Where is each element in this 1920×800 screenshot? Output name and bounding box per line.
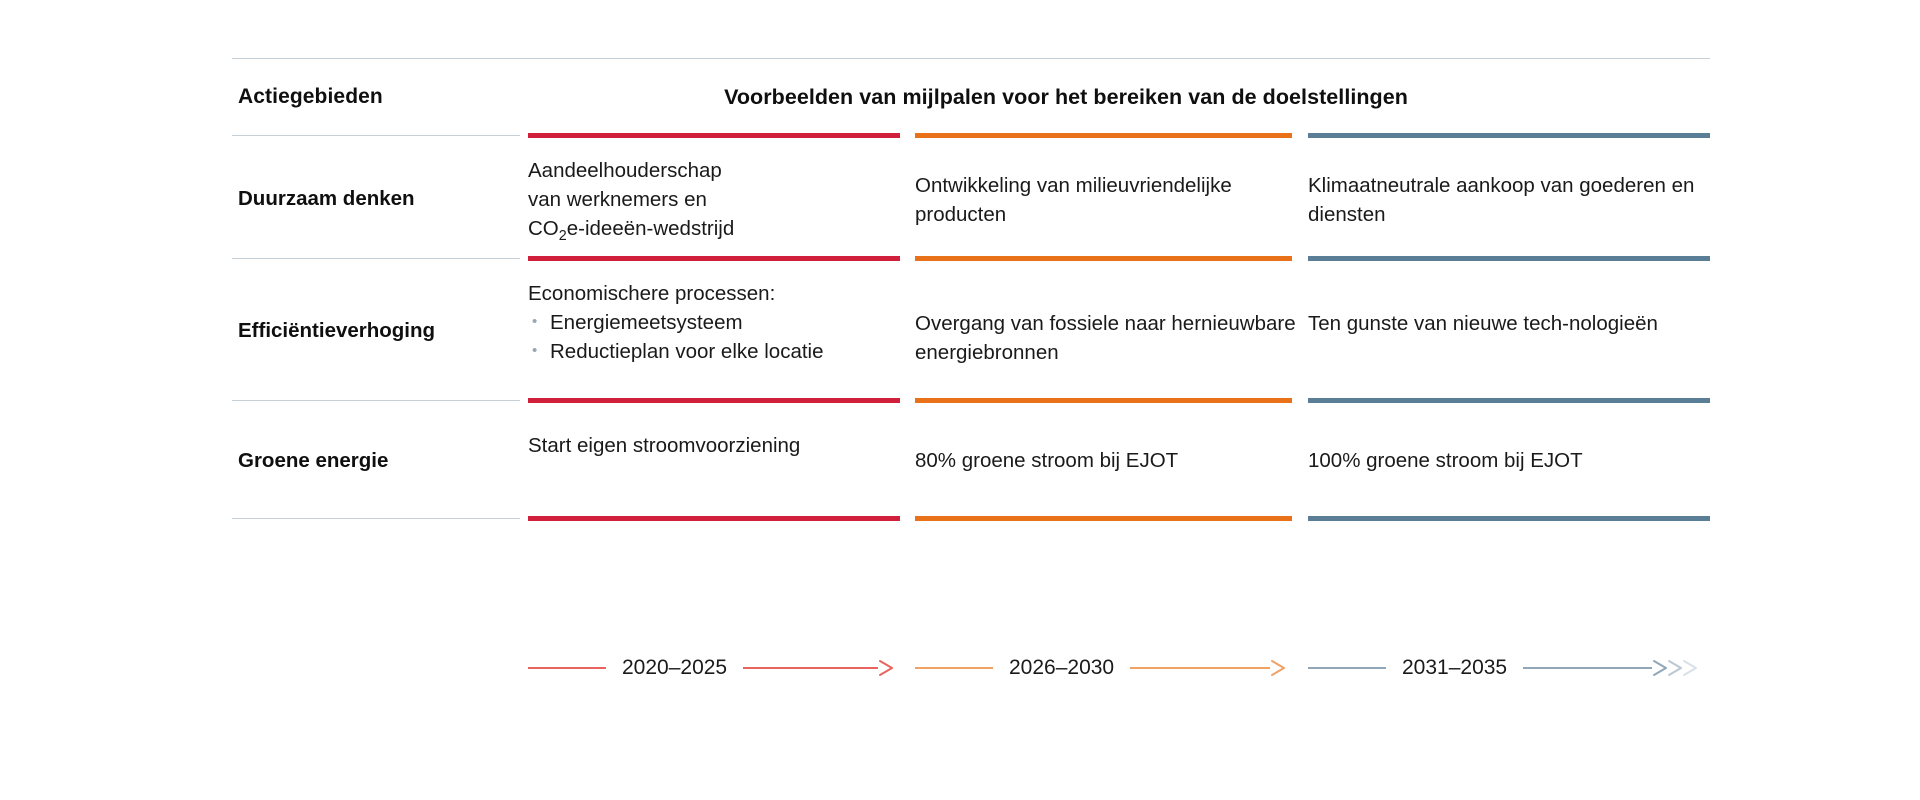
timeline-lead-line-2	[915, 667, 993, 669]
phase-bar-2-row2	[915, 256, 1292, 261]
phase-bar-1-row3	[528, 398, 900, 403]
co2-subscript: 2	[558, 228, 567, 245]
timeline-trail-line-2	[1130, 667, 1270, 669]
bullet-list: Energiemeetsysteem Reductieplan voor elk…	[528, 307, 900, 366]
table-top-rule	[232, 58, 1710, 59]
phase-bar-1-row4	[528, 516, 900, 521]
timeline-label-2: 2026–2030	[1009, 656, 1115, 679]
rule-strip-2	[232, 256, 1710, 261]
cell-row2-phase1: Economischere processen: Energiemeetsyst…	[528, 279, 900, 366]
cell-row1-phase2: Ontwikkeling van milieuvriendelijke prod…	[915, 174, 1232, 226]
cell-row1-phase1: Aandeelhouderschap van werknemers en CO2…	[528, 156, 900, 243]
phase-bar-1-row1	[528, 133, 900, 138]
rule-grey-3	[232, 400, 520, 401]
chevron-fade-icon-3	[1653, 660, 1697, 676]
cell-row2-phase2: Overgang van fossiele naar hernieuwbare …	[915, 312, 1296, 364]
header-label-actiegebieden: Actiegebieden	[238, 85, 383, 108]
cell-row2-phase3: Ten gunste van nieuwe tech-nologieën	[1308, 312, 1658, 335]
rule-grey-2	[232, 258, 520, 259]
cell-line: Aandeelhouderschap	[528, 159, 722, 182]
phase-bar-3-row1	[1308, 133, 1710, 138]
cell-row3-phase3: 100% groene stroom bij EJOT	[1308, 449, 1583, 472]
phase-bar-1-row2	[528, 256, 900, 261]
cell-line-co2: CO2e-ideeën-wedstrijd	[528, 214, 900, 243]
co2-suffix: e-ideeën-wedstrijd	[566, 217, 735, 240]
timeline-lead-line-3	[1308, 667, 1386, 669]
table-row: Efficiëntieverhoging Economischere proce…	[232, 261, 1710, 398]
rule-strip-4	[232, 516, 1710, 521]
phase-bar-2-row3	[915, 398, 1292, 403]
timeline-segment-3: 2031–2035	[1308, 648, 1710, 688]
phase-bar-3-row2	[1308, 256, 1710, 261]
list-item: Reductieplan voor elke locatie	[528, 336, 900, 366]
row-label-efficientieverhoging: Efficiëntieverhoging	[238, 319, 436, 342]
timeline-segment-2: 2026–2030	[915, 648, 1292, 688]
phase-bar-2-row4	[915, 516, 1292, 521]
timeline-legend: 2020–2025 2026–2030 2031–2035	[232, 648, 1710, 688]
row-label-groene-energie: Groene energie	[238, 449, 389, 472]
roadmap-table: Actiegebieden Voorbeelden van mijlpalen …	[232, 58, 1710, 521]
rule-grey-4	[232, 518, 520, 519]
table-row: Duurzaam denken Aandeelhouderschap van w…	[232, 138, 1710, 256]
arrow-head-icon-2	[1271, 660, 1285, 676]
cell-line: van werknemers en	[528, 188, 707, 211]
timeline-trail-line-3	[1523, 667, 1652, 669]
cell-row3-phase1: Start eigen stroomvoorziening	[528, 434, 801, 457]
arrow-head-icon-1	[879, 660, 893, 676]
phase-bar-3-row3	[1308, 398, 1710, 403]
co2-prefix: CO	[528, 217, 559, 240]
rule-strip-1	[232, 133, 1710, 138]
table-header-row: Actiegebieden Voorbeelden van mijlpalen …	[232, 59, 1710, 133]
row-label-duurzaam-denken: Duurzaam denken	[238, 187, 415, 210]
phase-bar-2-row1	[915, 133, 1292, 138]
list-item: Energiemeetsysteem	[528, 307, 900, 337]
phase-bar-3-row4	[1308, 516, 1710, 521]
cell-row1-phase3: Klimaatneutrale aankoop van goederen en …	[1308, 174, 1695, 226]
rule-grey-1	[232, 135, 520, 136]
timeline-segment-1: 2020–2025	[528, 648, 900, 688]
timeline-label-3: 2031–2035	[1402, 656, 1508, 679]
header-title-milestones: Voorbeelden van mijlpalen voor het berei…	[724, 85, 1408, 109]
rule-strip-3	[232, 398, 1710, 403]
cell-row3-phase2: 80% groene stroom bij EJOT	[915, 449, 1179, 472]
table-row: Groene energie Start eigen stroomvoorzie…	[232, 403, 1710, 516]
timeline-trail-line-1	[743, 667, 878, 669]
cell-intro: Economischere processen:	[528, 282, 776, 305]
timeline-lead-line-1	[528, 667, 606, 669]
timeline-label-1: 2020–2025	[622, 656, 728, 679]
